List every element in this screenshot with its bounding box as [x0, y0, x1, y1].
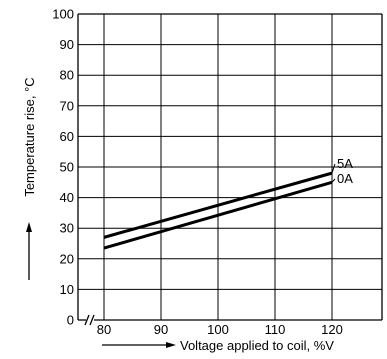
- series-label-0A: 0A: [337, 171, 353, 186]
- x-axis-arrow-head: [166, 342, 176, 348]
- series-label-5A: 5A: [337, 156, 353, 171]
- x-tick-label-110: 110: [265, 322, 286, 337]
- y-tick-label-80: 80: [60, 68, 74, 83]
- plot-frame: [77, 13, 383, 326]
- series-line-5A: [103, 171, 333, 239]
- series-leader-0A: [331, 178, 336, 183]
- y-axis-label: Temperature rise, °C: [22, 77, 37, 196]
- y-axis-arrow-head: [26, 222, 32, 232]
- x-tick-label-120: 120: [321, 322, 343, 337]
- x-axis-label: Voltage applied to coil, %V: [180, 338, 334, 353]
- y-tick-label-40: 40: [60, 190, 74, 205]
- y-tick-label-60: 60: [60, 129, 74, 144]
- series-leader-5A: [331, 163, 336, 174]
- y-tick-label-0: 0: [67, 313, 74, 328]
- x-tick-label-80: 80: [97, 322, 111, 337]
- y-tick-label-20: 20: [60, 251, 74, 266]
- series-lines: [103, 163, 336, 250]
- x-tick-label-100: 100: [207, 322, 229, 337]
- y-tick-label-10: 10: [60, 282, 74, 297]
- y-tick-label-90: 90: [60, 37, 74, 52]
- axis-break-mark-1: [84, 314, 90, 326]
- series-line-0A: [103, 180, 333, 250]
- x-tick-label-90: 90: [154, 322, 168, 337]
- grid: [78, 14, 382, 320]
- axis-break-mark-2: [89, 314, 95, 326]
- y-tick-label-30: 30: [60, 221, 74, 236]
- y-tick-label-70: 70: [60, 98, 74, 113]
- y-tick-label-50: 50: [60, 160, 74, 175]
- y-tick-label-100: 100: [52, 7, 74, 22]
